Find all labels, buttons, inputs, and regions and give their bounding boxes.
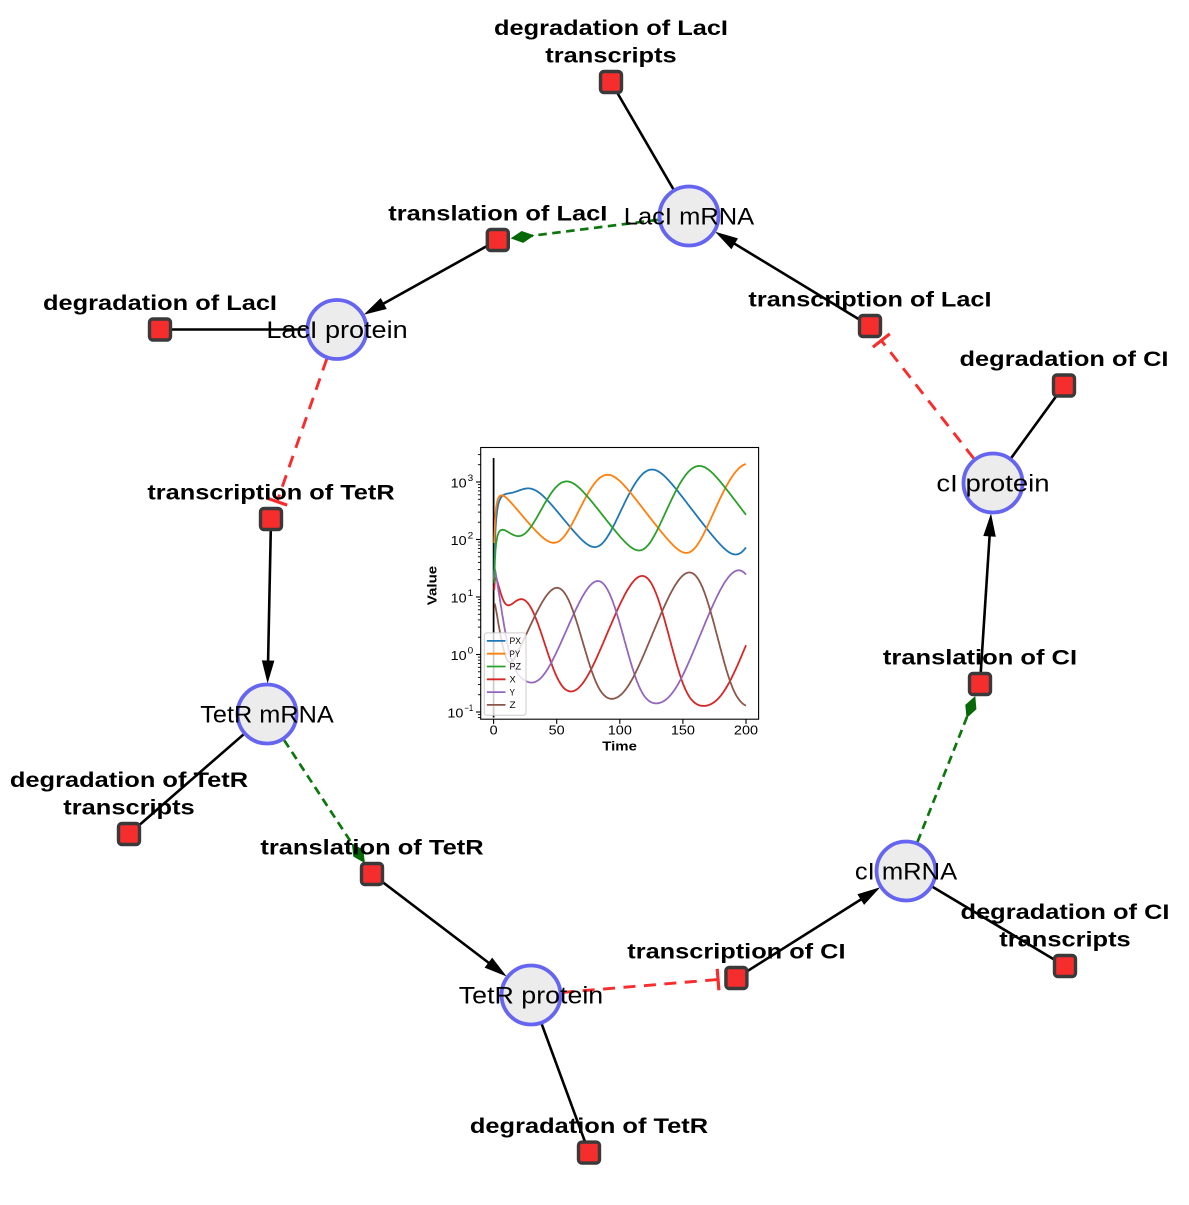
svg-text:cI protein: cI protein [936, 471, 1049, 498]
svg-text:200: 200 [734, 724, 758, 738]
svg-text:2: 2 [468, 531, 474, 541]
svg-text:translation of LacI: translation of LacI [388, 202, 607, 226]
svg-text:−1: −1 [464, 703, 473, 713]
svg-text:degradation of CI: degradation of CI [961, 900, 1170, 924]
svg-text:LacI mRNA: LacI mRNA [624, 204, 754, 231]
svg-text:transcription of CI: transcription of CI [627, 940, 845, 964]
svg-text:PZ: PZ [510, 662, 522, 672]
svg-text:PY: PY [510, 649, 521, 659]
svg-text:degradation of LacI: degradation of LacI [43, 291, 277, 315]
svg-text:translation of TetR: translation of TetR [260, 836, 483, 860]
svg-text:translation of CI: translation of CI [883, 646, 1077, 670]
svg-text:TetR protein: TetR protein [459, 983, 603, 1010]
svg-text:transcription of LacI: transcription of LacI [748, 288, 991, 312]
svg-text:degradation of TetR: degradation of TetR [470, 1114, 708, 1138]
svg-text:transcripts: transcripts [63, 796, 194, 820]
svg-text:degradation of TetR: degradation of TetR [10, 768, 248, 792]
svg-text:100: 100 [608, 724, 632, 738]
svg-text:10: 10 [451, 649, 467, 663]
svg-text:LacI protein: LacI protein [266, 317, 407, 344]
svg-text:10: 10 [451, 476, 467, 490]
svg-text:Z: Z [510, 700, 517, 710]
svg-text:transcripts: transcripts [545, 44, 676, 68]
svg-text:1: 1 [468, 588, 474, 598]
svg-text:transcripts: transcripts [999, 928, 1130, 952]
svg-text:0: 0 [490, 724, 498, 738]
svg-text:Time: Time [602, 740, 637, 754]
svg-text:X: X [510, 675, 516, 685]
svg-text:transcription of TetR: transcription of TetR [147, 481, 394, 505]
svg-text:TetR mRNA: TetR mRNA [200, 702, 334, 729]
svg-text:10: 10 [451, 591, 467, 605]
svg-text:degradation of CI: degradation of CI [960, 347, 1169, 371]
svg-text:Value: Value [425, 566, 439, 605]
svg-text:Y: Y [510, 687, 516, 697]
svg-text:10: 10 [451, 534, 467, 548]
svg-text:cI mRNA: cI mRNA [855, 859, 957, 886]
svg-text:degradation of LacI: degradation of LacI [494, 16, 728, 40]
svg-text:3: 3 [468, 473, 474, 483]
svg-text:0: 0 [468, 646, 474, 656]
svg-text:150: 150 [671, 724, 695, 738]
svg-text:50: 50 [549, 724, 565, 738]
svg-text:10: 10 [447, 706, 463, 720]
svg-text:PX: PX [510, 636, 522, 646]
